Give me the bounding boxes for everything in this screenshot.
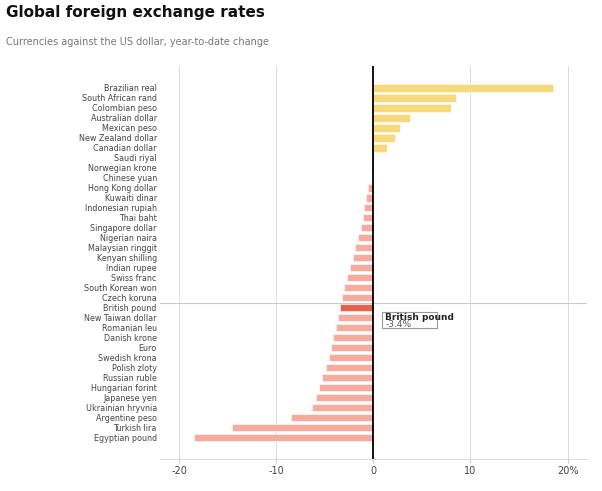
Bar bbox=[364, 204, 373, 212]
Bar bbox=[347, 274, 373, 281]
Bar bbox=[373, 104, 451, 111]
Bar bbox=[350, 264, 373, 272]
Bar bbox=[373, 154, 374, 162]
Bar bbox=[340, 304, 373, 311]
Bar bbox=[353, 254, 373, 261]
Text: -3.4%: -3.4% bbox=[385, 320, 412, 328]
Bar bbox=[338, 314, 373, 322]
Bar bbox=[373, 94, 456, 102]
Bar bbox=[355, 244, 373, 251]
Bar bbox=[316, 394, 373, 401]
Bar bbox=[193, 434, 373, 441]
Bar bbox=[361, 224, 373, 231]
Bar bbox=[373, 144, 387, 152]
Bar bbox=[326, 364, 373, 371]
Bar bbox=[291, 414, 373, 421]
Bar bbox=[321, 374, 373, 382]
Text: British pound: British pound bbox=[385, 313, 455, 322]
Bar bbox=[373, 114, 410, 122]
Bar bbox=[373, 134, 395, 141]
Bar bbox=[312, 404, 373, 411]
Bar bbox=[337, 324, 373, 331]
Bar bbox=[232, 424, 373, 431]
Bar bbox=[368, 184, 373, 191]
Text: Currencies against the US dollar, year-to-date change: Currencies against the US dollar, year-t… bbox=[6, 37, 269, 47]
Bar bbox=[373, 124, 400, 132]
Bar bbox=[344, 284, 373, 291]
Bar bbox=[329, 354, 373, 361]
Bar bbox=[362, 214, 373, 221]
Bar bbox=[342, 294, 373, 301]
Bar bbox=[367, 194, 373, 201]
Bar bbox=[373, 84, 553, 92]
Bar bbox=[332, 344, 373, 352]
Bar bbox=[334, 334, 373, 341]
FancyBboxPatch shape bbox=[382, 312, 437, 327]
Bar bbox=[358, 234, 373, 242]
Bar bbox=[319, 384, 373, 391]
Text: Global foreign exchange rates: Global foreign exchange rates bbox=[6, 5, 265, 20]
